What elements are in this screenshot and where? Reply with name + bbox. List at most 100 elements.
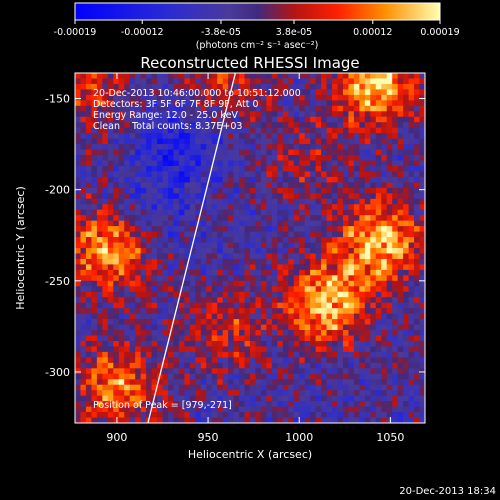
- heatmap-cell: [222, 258, 229, 265]
- heatmap-cell: [80, 379, 87, 386]
- heatmap-cell: [250, 373, 256, 380]
- heatmap-cell: [271, 264, 278, 271]
- heatmap-cell: [75, 105, 81, 112]
- heatmap-cell: [124, 346, 131, 353]
- heatmap-cell: [353, 94, 360, 101]
- heatmap-cell: [129, 165, 136, 172]
- heatmap-cell: [359, 297, 366, 304]
- heatmap-cell: [124, 226, 131, 232]
- heatmap-cell: [135, 144, 142, 150]
- heatmap-cell: [102, 330, 109, 336]
- heatmap-cell: [233, 264, 240, 271]
- x-tick-label: 1000: [285, 431, 313, 444]
- heatmap-cell: [277, 100, 284, 107]
- heatmap-cell: [392, 335, 399, 342]
- heatmap-cell: [326, 187, 333, 194]
- heatmap-cell: [244, 237, 251, 243]
- heatmap-cell: [80, 248, 87, 254]
- heatmap-cell: [113, 111, 120, 118]
- heatmap-cell: [282, 160, 289, 167]
- heatmap-cell: [304, 346, 311, 353]
- heatmap-cell: [124, 171, 131, 178]
- heatmap-cell: [173, 105, 180, 112]
- heatmap-cell: [118, 330, 125, 336]
- heatmap-cell: [162, 324, 169, 331]
- heatmap-cell: [397, 127, 404, 134]
- heatmap-cell: [162, 111, 169, 118]
- heatmap-cell: [310, 269, 317, 276]
- heatmap-cell: [80, 357, 87, 364]
- heatmap-cell: [151, 242, 158, 249]
- heatmap-cell: [381, 78, 388, 85]
- heatmap-cell: [124, 357, 131, 364]
- heatmap-cell: [353, 215, 360, 222]
- heatmap-cell: [75, 83, 81, 90]
- heatmap-cell: [359, 231, 366, 238]
- heatmap-cell: [321, 89, 327, 96]
- heatmap-cell: [255, 248, 262, 254]
- heatmap-cell: [315, 319, 322, 325]
- heatmap-cell: [195, 368, 202, 375]
- heatmap-cell: [167, 390, 174, 397]
- heatmap-cell: [135, 324, 142, 331]
- heatmap-cell: [184, 351, 191, 358]
- heatmap-cell: [255, 176, 262, 183]
- heatmap-cell: [211, 116, 218, 123]
- heatmap-cell: [195, 351, 202, 358]
- heatmap-cell: [299, 226, 306, 232]
- heatmap-cell: [304, 116, 311, 123]
- heatmap-cell: [200, 319, 207, 325]
- heatmap-cell: [217, 335, 224, 342]
- heatmap-cell: [140, 209, 147, 216]
- heatmap-cell: [85, 346, 92, 353]
- heatmap-cell: [167, 176, 174, 183]
- heatmap-cell: [178, 237, 185, 243]
- heatmap-cell: [310, 297, 317, 304]
- heatmap-cell: [359, 144, 366, 150]
- heatmap-cell: [293, 105, 300, 112]
- heatmap-cell: [107, 313, 114, 320]
- heatmap-cell: [293, 193, 300, 200]
- heatmap-cell: [337, 330, 344, 336]
- heatmap-cell: [178, 182, 185, 189]
- heatmap-cell: [332, 384, 338, 391]
- heatmap-cell: [315, 401, 322, 407]
- heatmap-cell: [184, 237, 191, 243]
- heatmap-cell: [266, 165, 273, 172]
- heatmap-cell: [124, 138, 131, 145]
- heatmap-cell: [364, 390, 371, 397]
- heatmap-cell: [414, 291, 420, 298]
- heatmap-cell: [392, 242, 399, 249]
- heatmap-cell: [326, 297, 333, 304]
- heatmap-cell: [162, 187, 169, 194]
- heatmap-cell: [370, 291, 377, 298]
- heatmap-cell: [178, 144, 185, 150]
- heatmap-cell: [85, 373, 92, 380]
- heatmap-cell: [129, 248, 136, 254]
- heatmap-cell: [310, 368, 317, 375]
- heatmap-cell: [342, 122, 349, 129]
- heatmap-cell: [386, 264, 393, 271]
- heatmap-cell: [96, 286, 103, 293]
- heatmap-cell: [299, 286, 306, 293]
- heatmap-cell: [113, 198, 120, 205]
- heatmap-cell: [288, 253, 295, 260]
- heatmap-cell: [342, 155, 349, 161]
- heatmap-cell: [342, 351, 349, 358]
- heatmap-cell: [80, 198, 87, 205]
- heatmap-cell: [260, 242, 267, 249]
- heatmap-cell: [299, 193, 306, 200]
- heatmap-cell: [75, 133, 81, 140]
- heatmap-cell: [85, 280, 92, 287]
- heatmap-cell: [375, 264, 382, 271]
- heatmap-cell: [239, 319, 245, 325]
- heatmap-cell: [140, 253, 147, 260]
- heatmap-cell: [228, 395, 234, 402]
- heatmap-cell: [135, 171, 142, 178]
- heatmap-cell: [91, 253, 98, 260]
- heatmap-cell: [146, 412, 152, 418]
- heatmap-cell: [299, 319, 306, 325]
- heatmap-cell: [140, 357, 147, 364]
- heatmap-cell: [321, 122, 327, 129]
- heatmap-cell: [135, 73, 142, 79]
